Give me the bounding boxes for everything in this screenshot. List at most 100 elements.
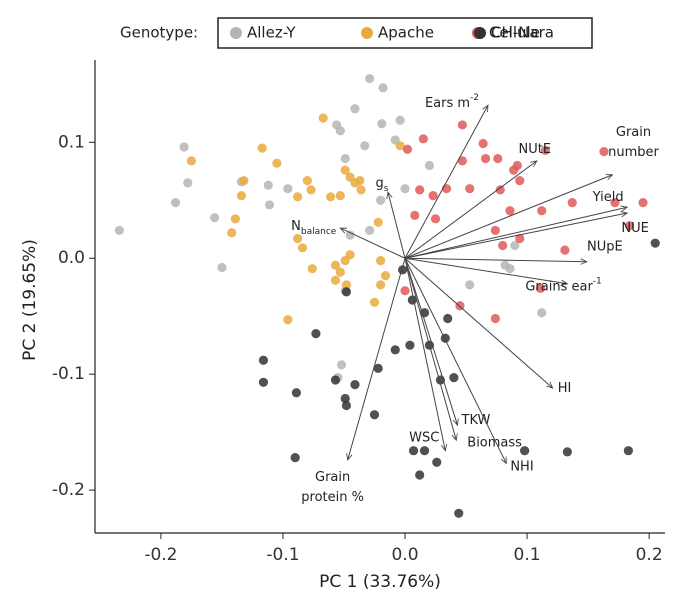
point — [515, 233, 525, 244]
point — [365, 73, 375, 84]
point — [293, 233, 303, 244]
loading-arrow — [404, 258, 445, 450]
loading-arrow — [404, 105, 488, 259]
point — [369, 410, 380, 420]
loading-label-sub: balance — [301, 227, 337, 237]
point — [302, 175, 312, 186]
point — [330, 375, 341, 385]
point — [283, 315, 293, 325]
point — [318, 113, 328, 123]
legend-label: Apache — [378, 24, 434, 42]
point — [378, 83, 388, 93]
loading-label: WSC — [409, 430, 439, 445]
loading-label-text: protein % — [301, 489, 364, 504]
loading-label-text: Biomass — [467, 435, 522, 450]
point — [360, 141, 370, 151]
point — [210, 213, 220, 223]
loading-label-text: Ears m — [425, 96, 470, 111]
point — [335, 191, 345, 201]
point — [365, 225, 375, 236]
point — [599, 146, 609, 157]
y-axis-title: PC 2 (19.65%) — [20, 239, 40, 361]
loading-label-text: TKW — [461, 413, 491, 428]
loading-label-sup: -2 — [470, 93, 479, 103]
legend-label: Allez-Y — [247, 24, 296, 42]
legend-title: Genotype: — [120, 24, 198, 42]
point — [356, 185, 366, 195]
loading-arrow — [404, 258, 457, 425]
point — [264, 200, 275, 210]
point — [500, 260, 510, 270]
point — [638, 197, 648, 208]
point — [400, 184, 410, 194]
point — [650, 238, 660, 248]
point — [505, 206, 515, 216]
x-tick-label: 0.0 — [391, 545, 418, 565]
point — [306, 185, 316, 195]
point — [311, 328, 321, 339]
x-tick-label: -0.2 — [144, 545, 177, 565]
point — [537, 308, 547, 318]
y-tick-label: -0.1 — [52, 364, 85, 384]
point — [400, 286, 410, 296]
point — [509, 165, 519, 175]
loading-arrow — [340, 227, 406, 259]
point — [236, 191, 247, 201]
loading-label-sub: s — [384, 184, 389, 194]
point — [419, 446, 430, 456]
point — [490, 225, 500, 236]
loading-arrow — [405, 257, 587, 261]
point — [440, 333, 450, 343]
loading-arrow — [404, 161, 537, 259]
point — [307, 264, 317, 274]
legend-box — [217, 17, 593, 49]
point — [418, 134, 428, 144]
loading-arrow — [404, 258, 506, 463]
loading-arrow — [348, 258, 406, 460]
loading-label-text: Yield — [592, 190, 624, 205]
point — [297, 243, 308, 253]
point — [535, 283, 546, 293]
point — [335, 267, 345, 277]
point — [415, 470, 425, 480]
legend-marker — [230, 27, 242, 39]
point — [340, 165, 350, 175]
point — [258, 355, 269, 365]
loading-label-sup: -1 — [593, 276, 602, 286]
point — [623, 446, 633, 456]
point — [355, 175, 365, 186]
point — [560, 245, 570, 255]
point — [376, 280, 386, 290]
point — [443, 313, 453, 324]
point — [537, 206, 547, 216]
loading-label-text: NUpE — [587, 239, 623, 254]
point — [515, 175, 525, 186]
point — [480, 153, 491, 164]
point — [395, 115, 405, 125]
point — [424, 160, 435, 171]
loading-label-text: number — [608, 144, 659, 159]
point — [449, 373, 459, 383]
point — [272, 158, 282, 168]
point — [465, 184, 475, 194]
point — [428, 191, 438, 201]
point — [183, 178, 193, 188]
x-tick-label: 0.1 — [514, 545, 541, 565]
point — [373, 217, 383, 227]
loading-label: NUE — [621, 221, 648, 236]
point — [457, 156, 467, 166]
loading-label: protein % — [301, 489, 364, 504]
loading-label-text: Grains ear — [525, 279, 593, 294]
loading-label: NHI — [510, 459, 533, 474]
x-axis-title: PC 1 (33.76%) — [319, 572, 441, 592]
loading-label: Yield — [592, 190, 624, 205]
point — [395, 141, 405, 151]
loading-label-text: g — [375, 176, 383, 191]
point — [430, 214, 441, 224]
point — [493, 153, 503, 164]
point — [610, 197, 620, 208]
point — [419, 308, 430, 318]
point — [336, 360, 347, 370]
point — [239, 175, 249, 186]
point — [257, 143, 267, 153]
